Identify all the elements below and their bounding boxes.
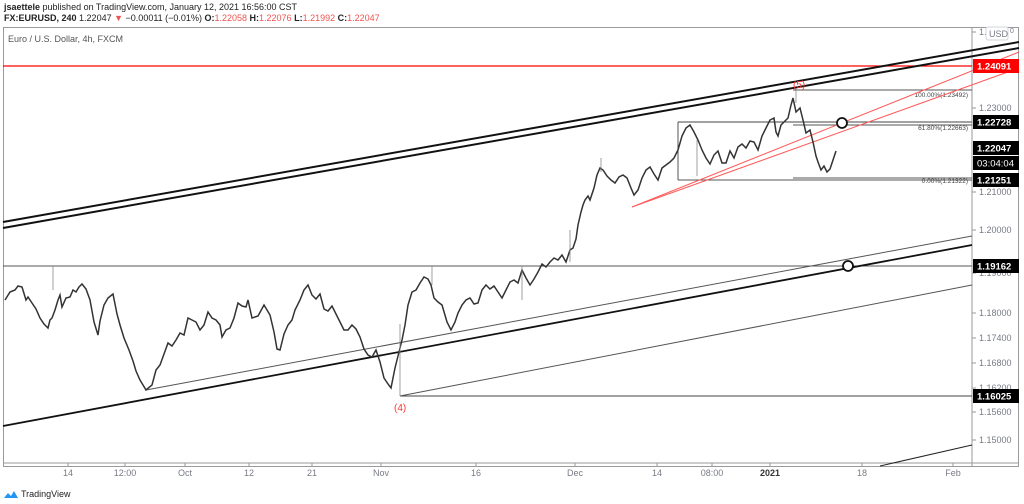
down-arrow-icon: ▼: [114, 13, 124, 23]
price-series: [4, 97, 837, 392]
xtick-14-dec: 14: [652, 468, 662, 478]
price-axis[interactable]: 1.23000 1.21000 1.20000 1.19000 1.18000 …: [972, 27, 1012, 445]
tradingview-logo-icon: [4, 490, 18, 498]
xtick-14-sep: 14: [63, 468, 73, 478]
price-label-1.16025[interactable]: 1.16025: [973, 389, 1019, 403]
wave-label-5: (5): [793, 80, 805, 91]
tick-top-partial: 1.: [979, 27, 987, 37]
close-label: C:: [337, 13, 348, 23]
target-circle-upper: [836, 117, 848, 129]
xtick-dec: Dec: [567, 468, 584, 478]
svg-text:1.24091: 1.24091: [977, 62, 1012, 73]
currency-button[interactable]: USD 0: [985, 26, 1014, 41]
xtick-16: 16: [471, 468, 481, 478]
tick-1.16800: 1.16800: [979, 358, 1012, 368]
currency-label: USD: [989, 29, 1009, 39]
svg-text:1.16025: 1.16025: [977, 392, 1012, 403]
tick-1.16200: 1.16200: [979, 383, 1012, 393]
bottom-parallel-line[interactable]: [879, 444, 973, 467]
xtick-18: 18: [857, 468, 867, 478]
price-change: −0.00011 (−0.01%): [125, 13, 202, 23]
xtick-feb: Feb: [945, 468, 961, 478]
svg-text:1.22047: 1.22047: [977, 144, 1011, 155]
low-value: 1.21992: [302, 13, 336, 23]
parallel-line-from-4[interactable]: [399, 284, 973, 397]
svg-text:1.19162: 1.19162: [977, 262, 1011, 273]
xtick-nov: Nov: [373, 468, 390, 478]
red-trendline-1[interactable]: [631, 51, 1020, 208]
open-label: O:: [204, 13, 215, 23]
lower-channel-line[interactable]: [2, 244, 973, 427]
svg-text:0: 0: [1010, 28, 1014, 35]
publisher-name[interactable]: jsaettele: [4, 2, 41, 12]
price-label-1.22728[interactable]: 1.22728: [973, 115, 1019, 129]
low-label: L:: [294, 13, 303, 23]
tick-1.15000: 1.15000: [979, 435, 1012, 445]
high-label: H:: [249, 13, 260, 23]
tick-1.23000: 1.23000: [979, 103, 1012, 113]
xtick-21: 21: [307, 468, 317, 478]
tick-1.15600: 1.15600: [979, 407, 1012, 417]
symbol-label: FX:EURUSD, 240: [4, 13, 77, 23]
svg-text:03:04:04: 03:04:04: [977, 159, 1014, 170]
svg-text:1.21251: 1.21251: [977, 176, 1012, 187]
tradingview-brand[interactable]: TradingView: [4, 489, 71, 499]
thin-support-line[interactable]: [145, 235, 973, 391]
price-label-last[interactable]: 1.22047: [973, 141, 1019, 155]
upper-channel-line-1[interactable]: [2, 41, 1020, 223]
xtick-0800: 08:00: [701, 468, 724, 478]
publish-text: published on TradingView.com, January 12…: [42, 2, 298, 12]
xtick-1200: 12:00: [114, 468, 137, 478]
tick-1.18000: 1.18000: [979, 308, 1012, 318]
xtick-oct: Oct: [178, 468, 193, 478]
tick-1.17400: 1.17400: [979, 333, 1012, 343]
tick-1.21000: 1.21000: [979, 187, 1012, 197]
price-label-1.21251[interactable]: 1.21251: [973, 173, 1019, 187]
tick-1.20000: 1.20000: [979, 225, 1012, 235]
xtick-2021: 2021: [760, 468, 780, 478]
brand-label: TradingView: [21, 489, 71, 499]
fib-0: 0.00%(1.21322): [922, 178, 968, 185]
target-circle-lower: [842, 260, 854, 272]
last-price: 1.22047: [79, 13, 112, 23]
red-trendline-2[interactable]: [631, 67, 1020, 208]
bar-countdown: 03:04:04: [973, 156, 1019, 170]
close-value: 1.22047: [347, 13, 380, 23]
price-label-1.19162[interactable]: 1.19162: [973, 259, 1019, 273]
chart-legend: Euro / U.S. Dollar, 4h, FXCM: [8, 34, 124, 44]
symbol-info: FX:EURUSD, 240 1.22047 ▼ −0.00011 (−0.01…: [4, 13, 380, 23]
chart-frame: [3, 27, 1019, 467]
candle-wicks: [52, 88, 797, 396]
fibonacci-retracement[interactable]: 100.00%(1.23492) 61.80%(1.22663) 0.00%(1…: [793, 89, 972, 185]
publish-info: jsaettele published on TradingView.com, …: [4, 2, 297, 12]
high-value: 1.22076: [259, 13, 292, 23]
price-label-1.24091[interactable]: 1.24091: [973, 59, 1019, 73]
fib-618: 61.80%(1.22663): [918, 125, 968, 132]
upper-channel-line-2[interactable]: [2, 47, 1020, 229]
xtick-12: 12: [244, 468, 254, 478]
svg-text:1.22728: 1.22728: [977, 118, 1011, 129]
time-axis[interactable]: 14 12:00 Oct 12 21 Nov 16 Dec 14 08:00 2…: [63, 463, 961, 478]
wave-label-4: (4): [394, 403, 406, 414]
open-value: 1.22058: [214, 13, 247, 23]
